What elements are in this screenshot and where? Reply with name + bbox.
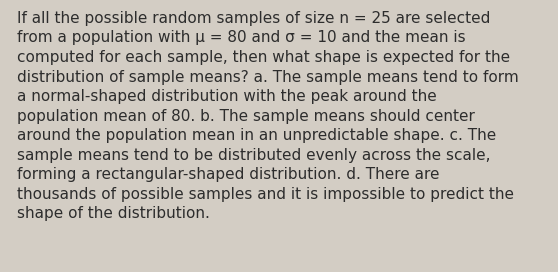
Text: If all the possible random samples of size n = 25 are selected
from a population: If all the possible random samples of si… bbox=[17, 11, 518, 221]
